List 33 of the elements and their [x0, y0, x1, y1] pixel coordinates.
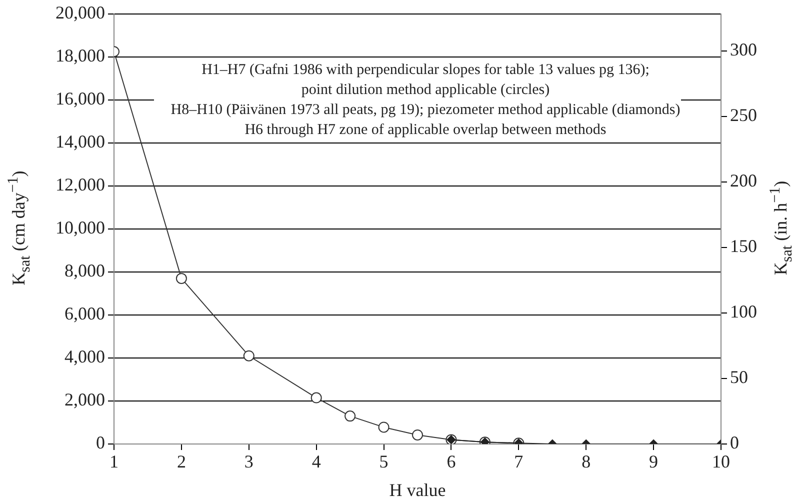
y-tick-label: 4,000: [64, 346, 105, 367]
y2-tick-label: 250: [730, 105, 757, 126]
annotation: point dilution method applicable (circles): [301, 82, 550, 98]
x-tick-label: 3: [244, 452, 254, 472]
y2-tick-label: 150: [730, 236, 757, 256]
y2-tick-label: 300: [730, 40, 757, 60]
annotation: H1–H7 (Gafni 1986 with perpendicular slopes for table 13 values pg 136);: [202, 62, 650, 78]
x-tick-label: 4: [312, 452, 321, 472]
y-tick-label: 16,000: [56, 88, 105, 109]
x-tick-label: 1: [110, 452, 118, 472]
y2-tick-label: 100: [730, 302, 757, 322]
y-tick-label: 2,000: [64, 390, 105, 410]
x-tick-label: 8: [582, 452, 591, 472]
x-tick-label: 10: [712, 452, 730, 472]
y-tick-label: 18,000: [56, 46, 105, 66]
x-tick-label: 9: [649, 452, 658, 472]
x-tick-label: 5: [379, 452, 388, 472]
y-tick-label: 0: [96, 432, 105, 453]
y-tick-label: 12,000: [56, 174, 105, 195]
y-tick-label: 20,000: [56, 2, 105, 23]
y-tick-label: 6,000: [64, 304, 105, 324]
y2-tick-label: 200: [730, 170, 757, 191]
y-tick-label: 14,000: [56, 132, 105, 152]
annotation: H8–H10 (Päivänen 1973 all peats, pg 19); piezometer method applicable (diamonds): [170, 102, 680, 118]
x-tick-label: 6: [446, 452, 456, 472]
y-tick-label: 8,000: [64, 260, 105, 281]
y2-tick-label: 50: [730, 367, 748, 388]
annotation: H6 through H7 zone of applicable overlap between methods: [244, 122, 606, 138]
x-tick-label: 2: [176, 452, 186, 472]
y-tick-label: 10,000: [56, 218, 105, 238]
x-tick-label: 7: [514, 452, 524, 472]
x-axis-title: H value: [389, 480, 446, 500]
y2-tick-label: 0: [730, 432, 739, 453]
